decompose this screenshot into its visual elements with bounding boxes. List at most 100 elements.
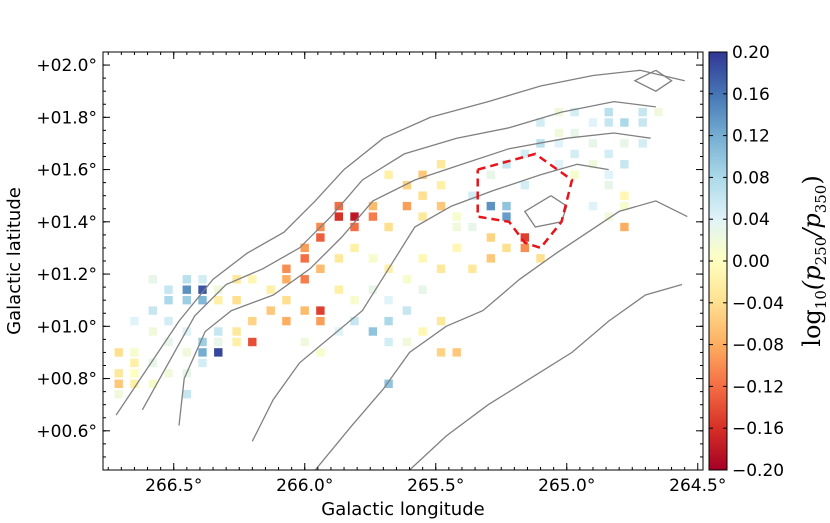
heatmap-cell [248, 337, 257, 347]
contour-line [523, 195, 568, 228]
colorbar-tick-label: −0.16 [732, 419, 784, 439]
heatmap-cell [418, 254, 427, 263]
heatmap-cell [114, 369, 123, 378]
heatmap-cell [452, 222, 461, 232]
y-tick-label: +00.6° [36, 422, 97, 442]
heatmap-cell [486, 233, 495, 242]
x-axis-title: Galactic longitude [321, 499, 484, 520]
heatmap-cell [604, 181, 613, 190]
heatmap-cell [334, 254, 343, 263]
heatmap-cell [350, 222, 359, 232]
y-tick-label: +02.0° [36, 56, 97, 76]
heatmap-cell [620, 118, 629, 127]
heatmap-cell [282, 316, 291, 326]
heatmap-cell [604, 149, 613, 159]
heatmap-cell [436, 316, 446, 326]
heatmap-cell [486, 254, 495, 263]
heatmap-cell [436, 264, 446, 273]
heatmap-cell [214, 348, 223, 357]
heatmap-cell [588, 201, 598, 211]
heatmap-cell [638, 139, 647, 148]
heatmap-cell [182, 275, 191, 284]
heatmap-cell [620, 201, 629, 211]
heatmap-cell [638, 118, 647, 127]
heatmap-cell [384, 379, 393, 388]
heatmap-cell [570, 107, 579, 117]
heatmap-cell [282, 275, 291, 284]
contour-line [115, 69, 685, 416]
colorbar-tick-label: 0.08 [732, 168, 770, 188]
y-tick-label: +01.0° [36, 317, 97, 337]
heatmap-cell [300, 306, 309, 315]
heatmap-cell [520, 243, 529, 253]
heatmap-cell [368, 254, 378, 263]
x-axis-ticks: 266.5° 266.0° 265.5° 265.0° 264.5° [107, 52, 726, 496]
heatmap-cell [350, 243, 359, 253]
heatmap-cell [350, 212, 359, 221]
heatmap-cell [148, 275, 157, 284]
heatmap-cell [130, 379, 139, 388]
y-axis-ticks: +00.6° +00.8° +01.0° +01.2° +01.4° +01.6° +01.… [36, 56, 703, 458]
y-axis-title: Galactic latitude [4, 187, 25, 335]
heatmap-cell [384, 170, 393, 179]
heatmap-cell [620, 222, 629, 232]
heatmap-cell [588, 160, 598, 169]
heatmap-cell [130, 358, 139, 368]
heatmap-cell [198, 296, 207, 305]
intensity-contours [115, 69, 688, 470]
heatmap-cell [638, 107, 647, 117]
x-tick-label: 266.0° [276, 476, 333, 496]
heatmap-cell [384, 296, 393, 305]
heatmap-cell [502, 160, 511, 169]
heatmap-cell [164, 369, 173, 378]
heatmap-cell [214, 337, 223, 347]
heatmap-cell [418, 191, 427, 200]
heatmap-cell [114, 379, 123, 388]
heatmap-cell [232, 327, 241, 336]
heatmap-cell [452, 243, 461, 253]
heatmap-cell [182, 327, 191, 336]
heatmap-cell [368, 327, 378, 336]
heatmap-cell [334, 327, 343, 336]
heatmap-cell [502, 201, 511, 211]
heatmap-cell [198, 337, 207, 347]
x-tick-label: 266.5° [145, 476, 202, 496]
contour-line [409, 283, 683, 470]
heatmap-cell [282, 296, 291, 305]
heatmap-cell [164, 337, 173, 347]
heatmap-cell [486, 201, 495, 211]
x-tick-label: 265.0° [538, 476, 595, 496]
heatmap-cell [148, 327, 157, 336]
heatmap-cell [554, 139, 564, 148]
contour-line [251, 163, 609, 442]
heatmap-cell [384, 222, 393, 232]
heatmap-cell [316, 316, 325, 326]
heatmap-cell [232, 296, 241, 305]
heatmap-cell [182, 296, 191, 305]
heatmap-cell [182, 285, 191, 294]
heatmap-cell [266, 285, 275, 294]
heatmap-cell [164, 285, 173, 294]
heatmap-cell [604, 170, 613, 179]
heatmap-cell [148, 306, 157, 315]
heatmap-cell [316, 264, 325, 273]
heatmap-cell [182, 348, 191, 357]
heatmap-cell [620, 160, 629, 169]
x-tick-label: 264.5° [669, 476, 726, 496]
heatmap-cell [300, 337, 309, 347]
heatmap-cell [368, 285, 378, 294]
heatmap-cell [468, 222, 477, 232]
heatmap-cell [402, 201, 412, 211]
heatmap-cell [248, 316, 257, 326]
heatmap-cell [334, 212, 343, 221]
heatmap-cell [520, 233, 529, 242]
heatmap-cell [554, 128, 564, 138]
heatmap-cell [148, 379, 157, 388]
heatmap-cell [604, 118, 613, 127]
colorbar-tick-label: −0.20 [732, 461, 784, 481]
heatmap-cell [654, 107, 663, 117]
contour-line [178, 132, 651, 426]
heatmap-cell [402, 275, 412, 284]
heatmap-cell [418, 285, 427, 294]
heatmap-cell [570, 149, 579, 159]
